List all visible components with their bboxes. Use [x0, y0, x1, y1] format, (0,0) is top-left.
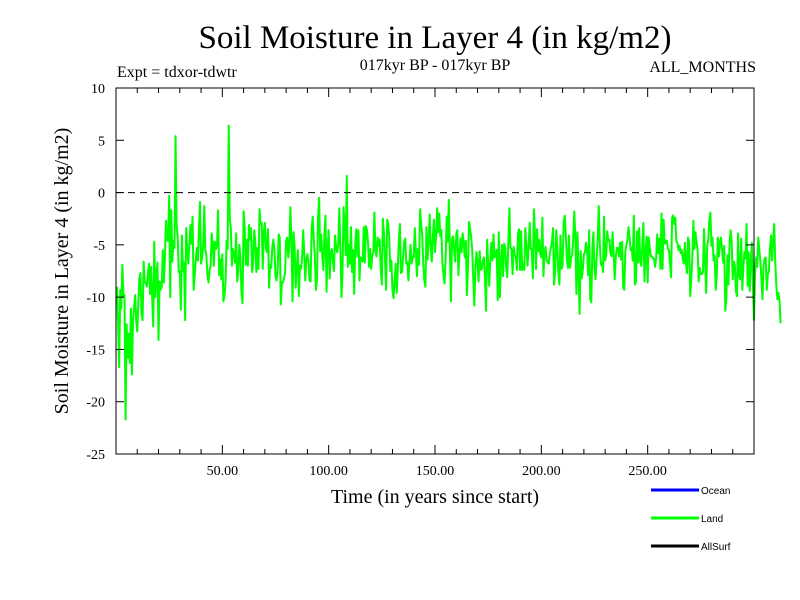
y-tick-label: -25 — [86, 448, 105, 463]
y-axis-label: Soil Moisture in Layer 4 (in kg/m2) — [51, 128, 73, 415]
x-tick-label: 200.00 — [522, 464, 561, 479]
x-axis: 50.00 100.00 150.00 200.00 250.00 — [136, 88, 734, 479]
y-tick-label: 0 — [98, 187, 105, 202]
expt-label: Expt = tdxor-tdwtr — [117, 64, 237, 81]
legend-label-land: Land — [701, 514, 723, 525]
x-tick-label: 100.00 — [309, 464, 348, 479]
y-tick-label: -5 — [93, 239, 105, 254]
y-tick-label: 10 — [91, 82, 105, 97]
legend-label-allsurf: AllSurf — [701, 542, 731, 553]
y-axis: 10 5 0 -5 -10 -15 -20 -25 — [86, 82, 754, 463]
x-tick-label: 50.00 — [207, 464, 239, 479]
plot-frame — [115, 87, 755, 455]
y-tick-label: 5 — [98, 134, 105, 149]
x-tick-label: 150.00 — [416, 464, 455, 479]
y-tick-label: -10 — [86, 291, 105, 306]
y-tick-label: -15 — [86, 343, 105, 358]
months-label: ALL_MONTHS — [649, 59, 756, 76]
series-layer — [116, 124, 782, 421]
chart-title: Soil Moisture in Layer 4 (in kg/m2) — [199, 20, 672, 56]
x-axis-label: Time (in years since start) — [331, 486, 539, 508]
y-tick-label: -20 — [86, 396, 105, 411]
legend: Ocean Land AllSurf — [651, 486, 731, 553]
x-tick-label: 250.00 — [628, 464, 667, 479]
chart-subtitle: 017kyr BP - 017kyr BP — [360, 57, 511, 74]
legend-label-ocean: Ocean — [701, 486, 730, 497]
series-line-land — [116, 124, 782, 421]
